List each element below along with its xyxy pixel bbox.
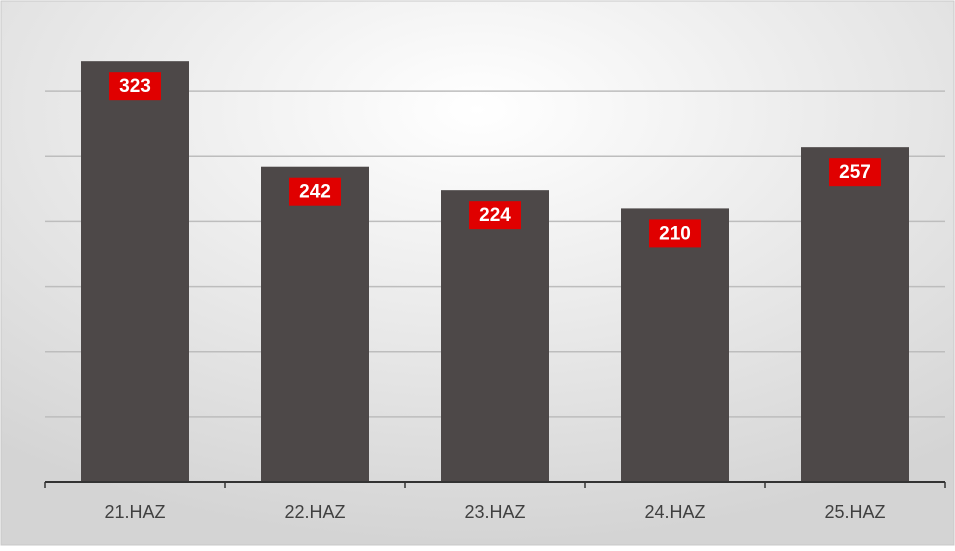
x-tick-label: 23.HAZ — [464, 502, 525, 522]
bar — [81, 61, 189, 482]
bar — [441, 190, 549, 482]
data-label-background — [649, 219, 701, 248]
x-tick-label: 22.HAZ — [284, 502, 345, 522]
data-label-background — [829, 158, 881, 187]
data-label: 210 — [659, 223, 691, 244]
data-label-background — [469, 201, 521, 230]
bar — [801, 147, 909, 482]
x-tick-label: 25.HAZ — [824, 502, 885, 522]
data-label: 242 — [299, 182, 331, 203]
data-label: 224 — [479, 205, 511, 226]
x-tick-label: 21.HAZ — [104, 502, 165, 522]
data-label-background — [289, 177, 341, 206]
x-tick-label: 24.HAZ — [644, 502, 705, 522]
data-label: 257 — [839, 162, 871, 183]
bar — [261, 166, 369, 483]
data-label: 323 — [119, 76, 151, 97]
data-label-background — [109, 72, 161, 101]
bar — [621, 208, 729, 482]
